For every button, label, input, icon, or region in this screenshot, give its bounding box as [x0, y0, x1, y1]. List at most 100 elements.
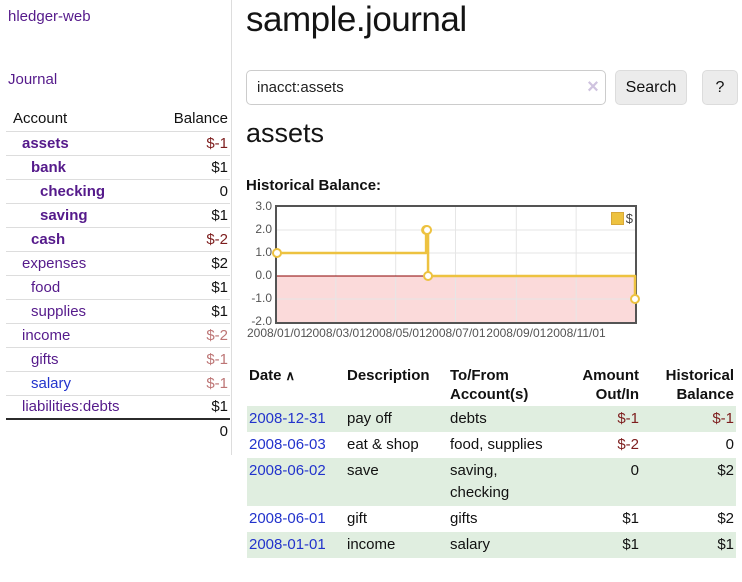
- transaction-accounts: gifts: [448, 506, 551, 532]
- account-balance: $-2: [156, 323, 230, 347]
- account-balance: 0: [156, 179, 230, 203]
- transaction-description: eat & shop: [345, 432, 448, 458]
- transaction-description: gift: [345, 506, 448, 532]
- transaction-balance: $1: [641, 532, 736, 558]
- table-row: 2008-06-01 gift gifts $1 $2: [247, 506, 736, 532]
- search-button[interactable]: Search: [615, 70, 687, 105]
- account-table-header: Account Balance: [6, 107, 230, 131]
- transaction-accounts: debts: [448, 406, 551, 432]
- chart-y-axis-labels: 3.02.01.00.0-1.0-2.0: [234, 205, 272, 325]
- transaction-date-link[interactable]: 2008-06-02: [249, 462, 326, 479]
- account-balance: $1: [156, 275, 230, 299]
- page-title: sample.journal: [246, 0, 467, 40]
- account-link-checking[interactable]: checking: [40, 183, 105, 200]
- account-link-expenses[interactable]: expenses: [22, 255, 86, 272]
- sidebar-account-liabilities-debts: liabilities:debts $1: [6, 395, 230, 419]
- transaction-amount: $-2: [551, 432, 641, 458]
- transaction-balance: 0: [641, 432, 736, 458]
- table-row: 2008-12-31 pay off debts $-1 $-1: [247, 406, 736, 432]
- x-tick-label: 2008/05/01: [366, 326, 426, 340]
- transaction-date-link[interactable]: 2008-12-31: [249, 410, 326, 427]
- register-table: Date∧ Description To/From Account(s) Amo…: [247, 360, 736, 558]
- transaction-balance: $2: [641, 458, 736, 506]
- column-header-date[interactable]: Date∧: [247, 360, 345, 406]
- account-link-supplies[interactable]: supplies: [31, 303, 86, 320]
- chart-legend: $: [611, 211, 633, 226]
- sort-ascending-icon: ∧: [286, 368, 296, 383]
- y-tick-label: 3.0: [234, 199, 272, 213]
- y-tick-label: 2.0: [234, 222, 272, 236]
- transaction-date-link[interactable]: 2008-01-01: [249, 536, 326, 553]
- account-link-liabilities-debts[interactable]: liabilities:debts: [22, 398, 120, 415]
- sidebar-account-income: income $-2: [6, 323, 230, 347]
- transaction-description: pay off: [345, 406, 448, 432]
- sidebar-account-checking: checking 0: [6, 179, 230, 203]
- transaction-accounts: saving, checking: [448, 458, 551, 506]
- x-tick-label: 2008/01/01: [247, 326, 307, 340]
- sidebar-account-salary: salary $-1: [6, 371, 230, 395]
- transaction-description: income: [345, 532, 448, 558]
- balance-column-header: Balance: [156, 107, 230, 131]
- register-header-row: Date∧ Description To/From Account(s) Amo…: [247, 360, 736, 406]
- account-balance: $1: [156, 395, 230, 419]
- x-tick-label: 2008/11/01: [547, 326, 606, 340]
- account-link-income[interactable]: income: [22, 327, 70, 344]
- column-header-balance: Historical Balance: [641, 360, 736, 406]
- help-button[interactable]: ?: [702, 70, 738, 105]
- column-header-description: Description: [345, 360, 448, 406]
- chart-title: Historical Balance:: [246, 177, 381, 194]
- account-balance: $1: [156, 155, 230, 179]
- sidebar-account-saving: saving $1: [6, 203, 230, 227]
- transaction-amount: $1: [551, 532, 641, 558]
- x-tick-label: 2008/07/01: [425, 326, 485, 340]
- sidebar-account-food: food $1: [6, 275, 230, 299]
- y-tick-label: 0.0: [234, 268, 272, 282]
- sidebar-account-expenses: expenses $2: [6, 251, 230, 275]
- transaction-date-link[interactable]: 2008-06-01: [249, 510, 326, 527]
- transaction-amount: $-1: [551, 406, 641, 432]
- table-row: 2008-06-03 eat & shop food, supplies $-2…: [247, 432, 736, 458]
- table-row: 2008-01-01 income salary $1 $1: [247, 532, 736, 558]
- transaction-accounts: food, supplies: [448, 432, 551, 458]
- column-header-accounts: To/From Account(s): [448, 360, 551, 406]
- sidebar-account-supplies: supplies $1: [6, 299, 230, 323]
- transaction-accounts: salary: [448, 532, 551, 558]
- transaction-date-link[interactable]: 2008-06-03: [249, 436, 326, 453]
- sidebar-total-balance: 0: [156, 419, 230, 443]
- search-input[interactable]: [246, 70, 606, 105]
- x-tick-label: 2008/03/01: [306, 326, 366, 340]
- account-balance: $-1: [156, 347, 230, 371]
- sidebar-total-row: 0: [6, 419, 230, 443]
- transaction-description: save: [345, 458, 448, 506]
- account-link-saving[interactable]: saving: [40, 207, 88, 224]
- account-balance: $-1: [156, 131, 230, 155]
- sidebar-account-cash: cash $-2: [6, 227, 230, 251]
- transaction-amount: $1: [551, 506, 641, 532]
- account-link-gifts[interactable]: gifts: [31, 351, 59, 368]
- account-balance: $2: [156, 251, 230, 275]
- legend-label: $: [626, 211, 633, 226]
- transaction-balance: $-1: [641, 406, 736, 432]
- column-header-amount: Amount Out/In: [551, 360, 641, 406]
- account-link-food[interactable]: food: [31, 279, 60, 296]
- sidebar-account-bank: bank $1: [6, 155, 230, 179]
- app-brand-link[interactable]: hledger-web: [8, 8, 91, 25]
- sidebar-item-journal[interactable]: Journal: [8, 71, 57, 88]
- account-link-salary[interactable]: salary: [31, 375, 71, 392]
- y-tick-label: 1.0: [234, 245, 272, 259]
- account-balance: $-1: [156, 371, 230, 395]
- y-tick-label: -1.0: [234, 291, 272, 305]
- account-link-cash[interactable]: cash: [31, 231, 65, 248]
- sidebar: hledger-web Journal Account Balance asse…: [0, 0, 232, 455]
- clear-search-icon[interactable]: ×: [582, 72, 604, 102]
- account-page-heading: assets: [246, 118, 324, 149]
- table-row: 2008-06-02 save saving, checking 0 $2: [247, 458, 736, 506]
- account-link-assets[interactable]: assets: [22, 135, 69, 152]
- account-balance: $-2: [156, 227, 230, 251]
- transaction-amount: 0: [551, 458, 641, 506]
- account-balance: $1: [156, 203, 230, 227]
- balance-chart: $: [275, 205, 637, 324]
- account-link-bank[interactable]: bank: [31, 159, 66, 176]
- account-balance-table: Account Balance assets $-1 bank $1 check…: [6, 107, 230, 443]
- legend-swatch-icon: [611, 212, 624, 225]
